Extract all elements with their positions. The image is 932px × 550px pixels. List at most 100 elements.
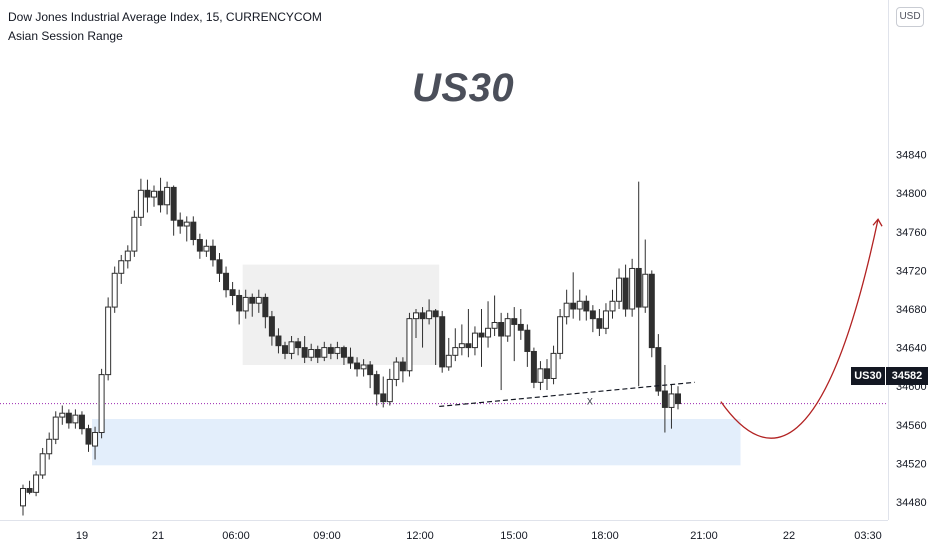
candle-down [373,374,380,395]
candle-up [131,216,138,252]
candle-up [203,245,210,252]
candle-up [111,272,118,308]
candle-down [65,412,72,424]
x-tick-label: 12:00 [406,530,434,542]
projection-curve [720,219,879,439]
x-tick-label: 19 [76,530,88,542]
candle-down [170,186,177,221]
drawings: x [439,218,883,439]
candle-up [164,186,171,206]
x-tick-label: 09:00 [313,530,341,542]
candle-down [399,361,406,372]
candle-down [157,190,164,206]
x-tick-label: 06:00 [222,530,250,542]
candle-down [511,318,518,325]
zones [92,264,741,466]
candle-up [334,347,341,354]
candle-down [209,245,216,261]
candle-down [635,267,642,308]
indicator-label[interactable]: Asian Session Range [8,29,123,43]
candle-down [196,239,203,252]
candle-down [144,189,151,198]
candle-up [98,374,105,434]
candle-down [275,335,282,347]
candle-down [301,347,308,358]
candle-down [327,347,334,354]
y-tick-label: 34760 [896,227,927,239]
candle-up [308,349,315,358]
candle-down [216,259,223,274]
x-tick-label: 15:00 [500,530,528,542]
candle-up [413,312,419,320]
candle-down [661,390,668,408]
candle-up [46,438,53,455]
candle-down [544,368,550,379]
candle-down [478,332,485,338]
candle-down [367,364,374,376]
currency-button[interactable]: USD [896,7,924,27]
candle-down [340,347,347,358]
candle-down [583,300,590,312]
candle-down [249,296,256,304]
candle-up [137,189,144,218]
y-tick-label: 34840 [896,150,927,162]
x-tick-label: 22 [783,530,795,542]
candle-up [360,364,367,370]
candle-up [183,221,190,227]
candle-up [393,361,400,380]
candle-up [118,260,125,274]
candle-up [563,302,570,318]
candle-up [452,347,459,356]
candle-down [78,414,85,430]
candle-up [485,327,492,338]
candle-down [354,362,361,370]
candle-down [229,289,236,296]
candle-up [406,318,413,372]
candle-down [524,329,531,352]
candle-down [177,219,184,227]
y-tick-label: 34800 [896,188,927,200]
candle-down [648,273,655,349]
candle-up [33,474,40,493]
candle-up [471,332,478,349]
candle-up [124,250,131,262]
candle-up [642,273,649,308]
x-tick-label: 21:00 [690,530,718,542]
candle-down [223,272,230,291]
candle-up [616,277,623,302]
candle-up [537,368,544,383]
candle-up [105,306,112,376]
candle-up [609,300,616,312]
candle-down [675,393,681,405]
candle-down [380,393,387,403]
candle-down [622,277,629,310]
candle-down [26,487,33,493]
candle-down [465,343,472,349]
candle-down [347,356,354,364]
candle-up [92,432,99,447]
y-tick-label: 34680 [896,304,927,316]
candle-down [262,296,269,318]
candle-down [314,349,321,358]
candle-down [439,316,446,368]
candle-down [85,428,92,445]
liquidity-trendline [439,381,695,408]
candle-up [629,267,636,310]
y-tick-label: 34720 [896,265,927,277]
y-tick-label: 34640 [896,343,927,355]
candle-up [602,310,609,329]
candle-up [504,318,511,337]
symbol-price-tag: US30 [851,367,885,385]
candle-down [419,312,426,320]
last-price-tag: 34582 [886,367,928,385]
candle-up [59,412,66,418]
candle-down [295,341,302,349]
candle-up [668,393,675,408]
candle-up [576,300,583,310]
y-tick-label: 34560 [896,420,927,432]
projection-arrowhead [872,218,883,227]
candle-up [151,190,157,198]
x-tick-label: 18:00 [591,530,619,542]
